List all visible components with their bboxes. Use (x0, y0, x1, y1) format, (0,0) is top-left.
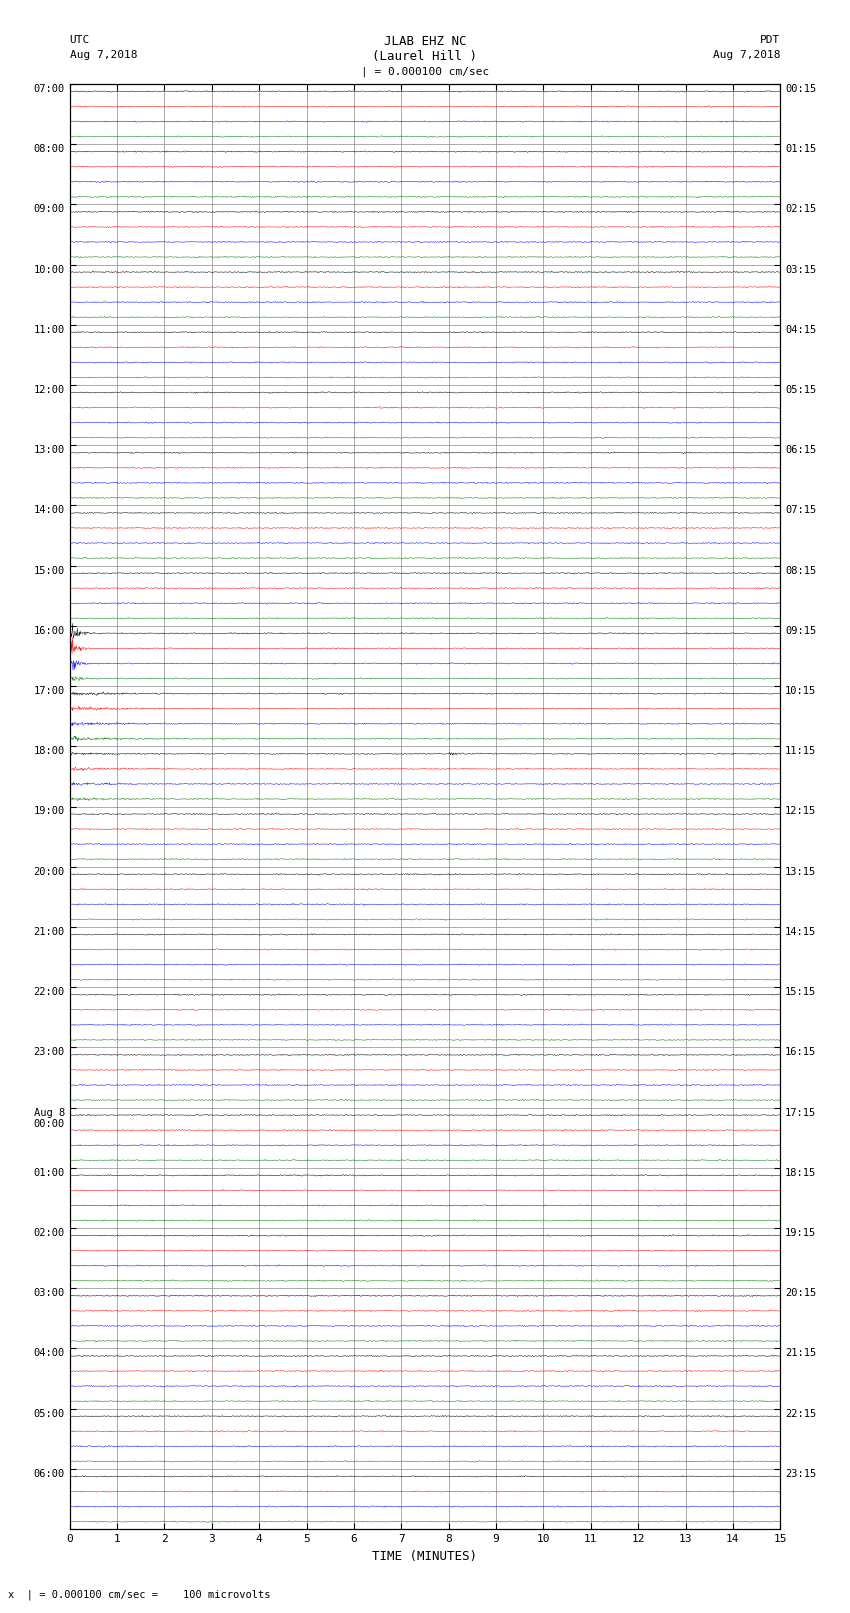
Text: JLAB EHZ NC: JLAB EHZ NC (383, 35, 467, 48)
Text: UTC: UTC (70, 35, 90, 45)
Text: (Laurel Hill ): (Laurel Hill ) (372, 50, 478, 63)
Text: Aug 7,2018: Aug 7,2018 (70, 50, 137, 60)
Text: Aug 7,2018: Aug 7,2018 (713, 50, 780, 60)
Text: PDT: PDT (760, 35, 780, 45)
Text: x  | = 0.000100 cm/sec =    100 microvolts: x | = 0.000100 cm/sec = 100 microvolts (8, 1589, 271, 1600)
Text: | = 0.000100 cm/sec: | = 0.000100 cm/sec (361, 66, 489, 77)
X-axis label: TIME (MINUTES): TIME (MINUTES) (372, 1550, 478, 1563)
